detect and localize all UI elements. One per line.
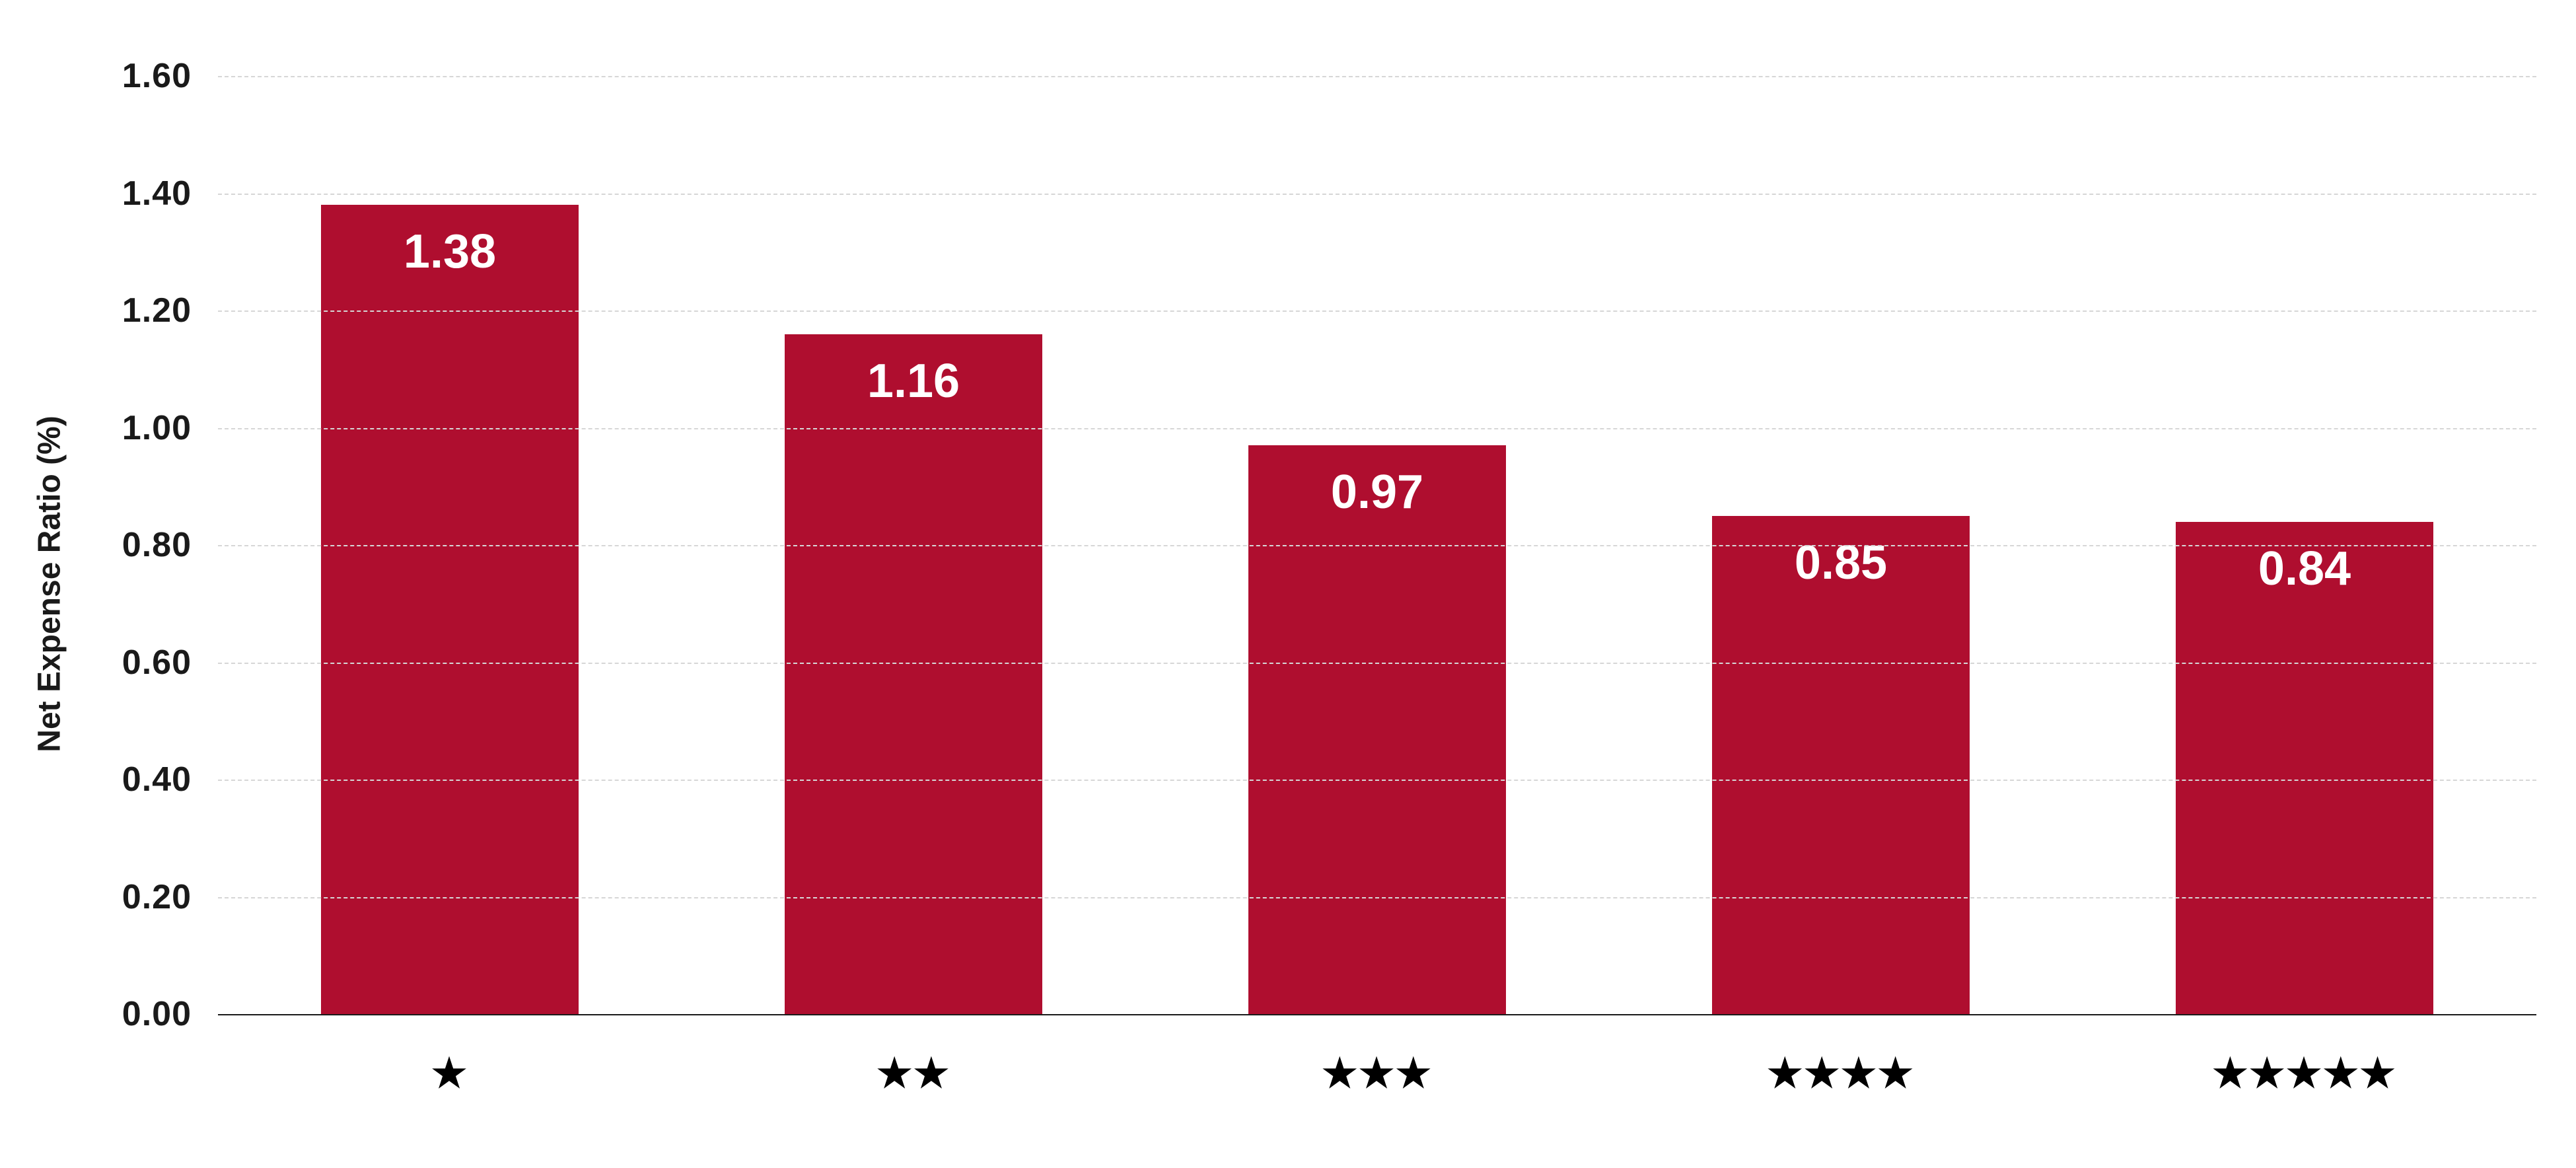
bar-value-label: 1.38 [404,225,496,279]
gridline [218,545,2536,546]
y-tick-label: 1.20 [122,291,192,330]
y-tick-label: 0.40 [122,760,192,799]
gridline [218,897,2536,898]
y-tick-label: 1.60 [122,56,192,96]
bar: 0.97 [1248,445,1506,1014]
x-category-stars: ★ [218,1050,682,1097]
bar: 1.38 [321,205,579,1014]
gridline [218,194,2536,195]
gridline [218,663,2536,664]
x-category-stars: ★★★ [1145,1050,1609,1097]
expense-ratio-bar-chart: Net Expense Ratio (%) 1.38 1.16 0.97 0.85 0.… [0,0,2576,1168]
y-tick-label: 0.00 [122,994,192,1034]
y-axis-title: Net Expense Ratio (%) [32,416,68,752]
bar-value-label: 0.85 [1795,536,1887,590]
x-category-stars: ★★ [682,1050,1145,1097]
x-axis: ★★★★★★★★★★★★★★★ [218,1050,2536,1097]
bar: 0.84 [2176,522,2433,1015]
bar-value-label: 0.84 [2258,542,2351,596]
x-category-stars: ★★★★ [1609,1050,2073,1097]
y-tick-label: 0.20 [122,877,192,917]
bar-value-label: 0.97 [1331,465,1423,519]
x-category-stars: ★★★★★ [2073,1050,2536,1097]
plot-area: 1.381.160.970.850.84 0.000.200.400.600.8… [218,76,2536,1015]
y-tick-label: 0.80 [122,525,192,565]
y-tick-label: 1.00 [122,408,192,448]
y-tick-label: 0.60 [122,643,192,682]
gridline [218,428,2536,429]
y-tick-label: 1.40 [122,174,192,213]
bar-value-label: 1.16 [867,354,960,408]
gridline [218,76,2536,77]
bar: 1.16 [785,334,1042,1015]
gridline [218,310,2536,312]
bar: 0.85 [1712,516,1970,1014]
gridline [218,780,2536,781]
